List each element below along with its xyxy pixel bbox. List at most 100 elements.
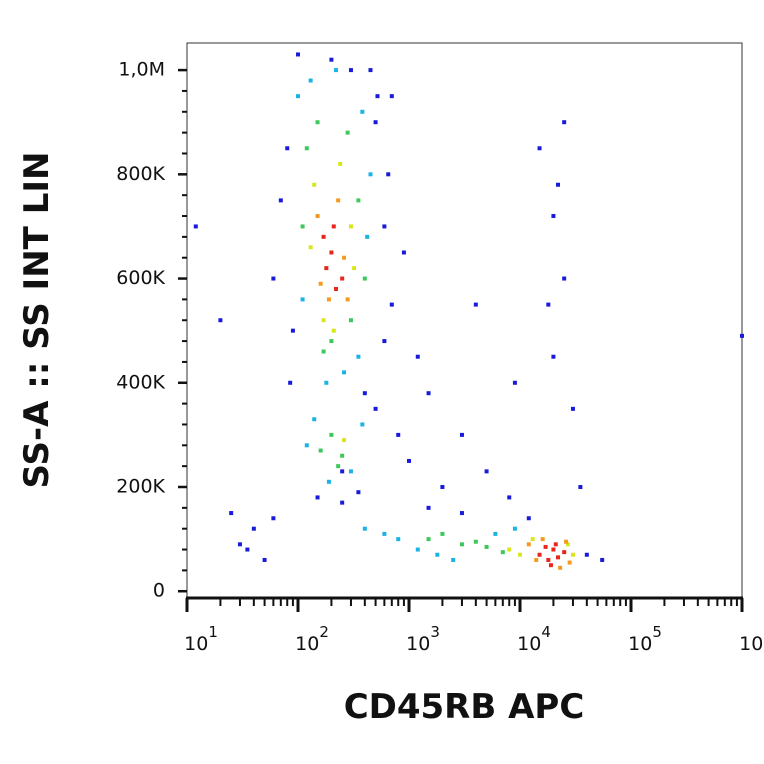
x-tick-base: 10	[406, 633, 430, 655]
point	[570, 552, 575, 557]
x-tick-exponent: 5	[652, 623, 662, 641]
x-tick-exponent: 1	[208, 623, 218, 641]
y-tick-label: 800K	[116, 163, 165, 185]
point	[348, 224, 353, 229]
x-tick-label: 102	[295, 623, 329, 655]
x-tick-base: 10	[517, 633, 541, 655]
point	[570, 406, 575, 411]
point	[473, 539, 478, 544]
point	[500, 550, 505, 555]
point	[237, 542, 242, 547]
point	[368, 68, 373, 73]
point	[600, 557, 605, 562]
point	[567, 560, 572, 565]
point	[342, 255, 347, 260]
point-group	[300, 120, 505, 555]
x-tick-exponent: 3	[430, 623, 440, 641]
point	[401, 250, 406, 255]
point	[426, 537, 431, 542]
point	[484, 469, 489, 474]
point	[365, 234, 370, 239]
point	[271, 276, 276, 281]
x-axis-title: CD45RB APC	[344, 687, 585, 727]
point	[415, 547, 420, 552]
point	[324, 380, 329, 385]
point	[329, 432, 334, 437]
point	[340, 469, 345, 474]
point	[382, 339, 387, 344]
point	[534, 557, 539, 562]
point	[396, 537, 401, 542]
point	[271, 516, 276, 521]
point	[537, 146, 542, 151]
point	[362, 391, 367, 396]
point	[407, 458, 411, 463]
point	[340, 500, 345, 505]
point	[345, 130, 350, 135]
point	[543, 544, 548, 549]
point	[440, 485, 445, 489]
point	[368, 172, 373, 177]
point	[315, 120, 320, 125]
point	[382, 531, 387, 536]
point	[326, 297, 331, 302]
point	[229, 511, 234, 516]
x-tick-label: 103	[406, 623, 440, 655]
point	[512, 380, 517, 385]
point	[578, 485, 583, 489]
point	[389, 94, 394, 99]
point-group	[321, 224, 567, 568]
point	[373, 406, 378, 411]
point	[326, 479, 331, 484]
point	[329, 57, 334, 62]
x-tick-exponent: 2	[319, 623, 329, 641]
point	[331, 328, 336, 333]
point	[348, 68, 353, 73]
point	[551, 354, 556, 359]
y-tick-label: 400K	[116, 371, 165, 393]
point	[526, 542, 531, 547]
point	[334, 286, 339, 291]
point	[507, 547, 512, 552]
y-tick-label: 600K	[116, 267, 165, 289]
point	[300, 224, 305, 229]
point	[336, 464, 341, 469]
point	[318, 281, 323, 286]
point	[338, 161, 343, 166]
point	[262, 557, 267, 562]
point-group	[315, 198, 572, 570]
x-tick-base: 10	[295, 633, 319, 655]
point	[360, 422, 365, 427]
point	[537, 552, 542, 557]
x-tick-exponent: 4	[541, 623, 551, 641]
point	[562, 120, 567, 125]
y-tick-label: 0	[153, 580, 165, 602]
point	[373, 120, 378, 125]
point	[518, 552, 522, 557]
point	[312, 182, 317, 187]
y-tick-label: 1,0M	[118, 59, 165, 81]
point	[285, 146, 290, 151]
point	[565, 542, 570, 547]
point	[296, 94, 300, 99]
point	[348, 318, 353, 323]
point	[362, 276, 367, 281]
x-tick-label: 105	[628, 623, 662, 655]
point	[352, 266, 357, 271]
point	[553, 542, 558, 547]
point	[507, 495, 512, 500]
point	[556, 555, 561, 560]
point	[318, 448, 323, 453]
point	[512, 526, 517, 531]
x-tick-base: 10	[739, 633, 763, 655]
point	[415, 354, 420, 359]
point	[558, 565, 563, 570]
point	[218, 318, 223, 323]
point	[551, 547, 556, 552]
point	[321, 349, 326, 354]
point	[459, 542, 464, 547]
point-group	[193, 52, 744, 562]
x-tick-base: 10	[628, 633, 652, 655]
point	[334, 68, 339, 73]
